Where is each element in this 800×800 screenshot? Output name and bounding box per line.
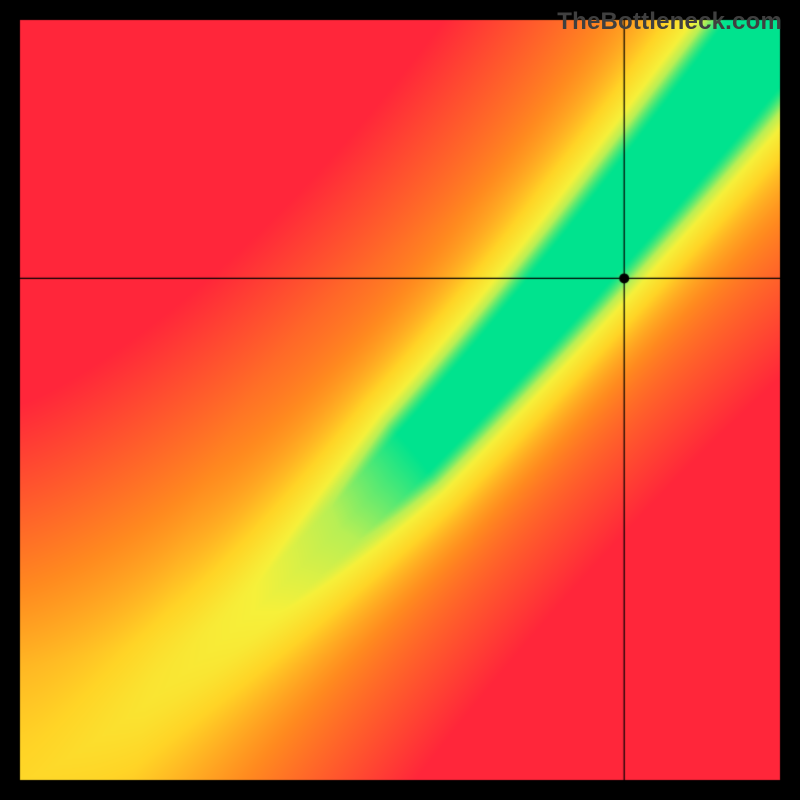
chart-container: { "chart": { "type": "heatmap", "canvas_… [0, 0, 800, 800]
watermark-text: TheBottleneck.com [557, 8, 782, 36]
heatmap-canvas [0, 0, 800, 800]
